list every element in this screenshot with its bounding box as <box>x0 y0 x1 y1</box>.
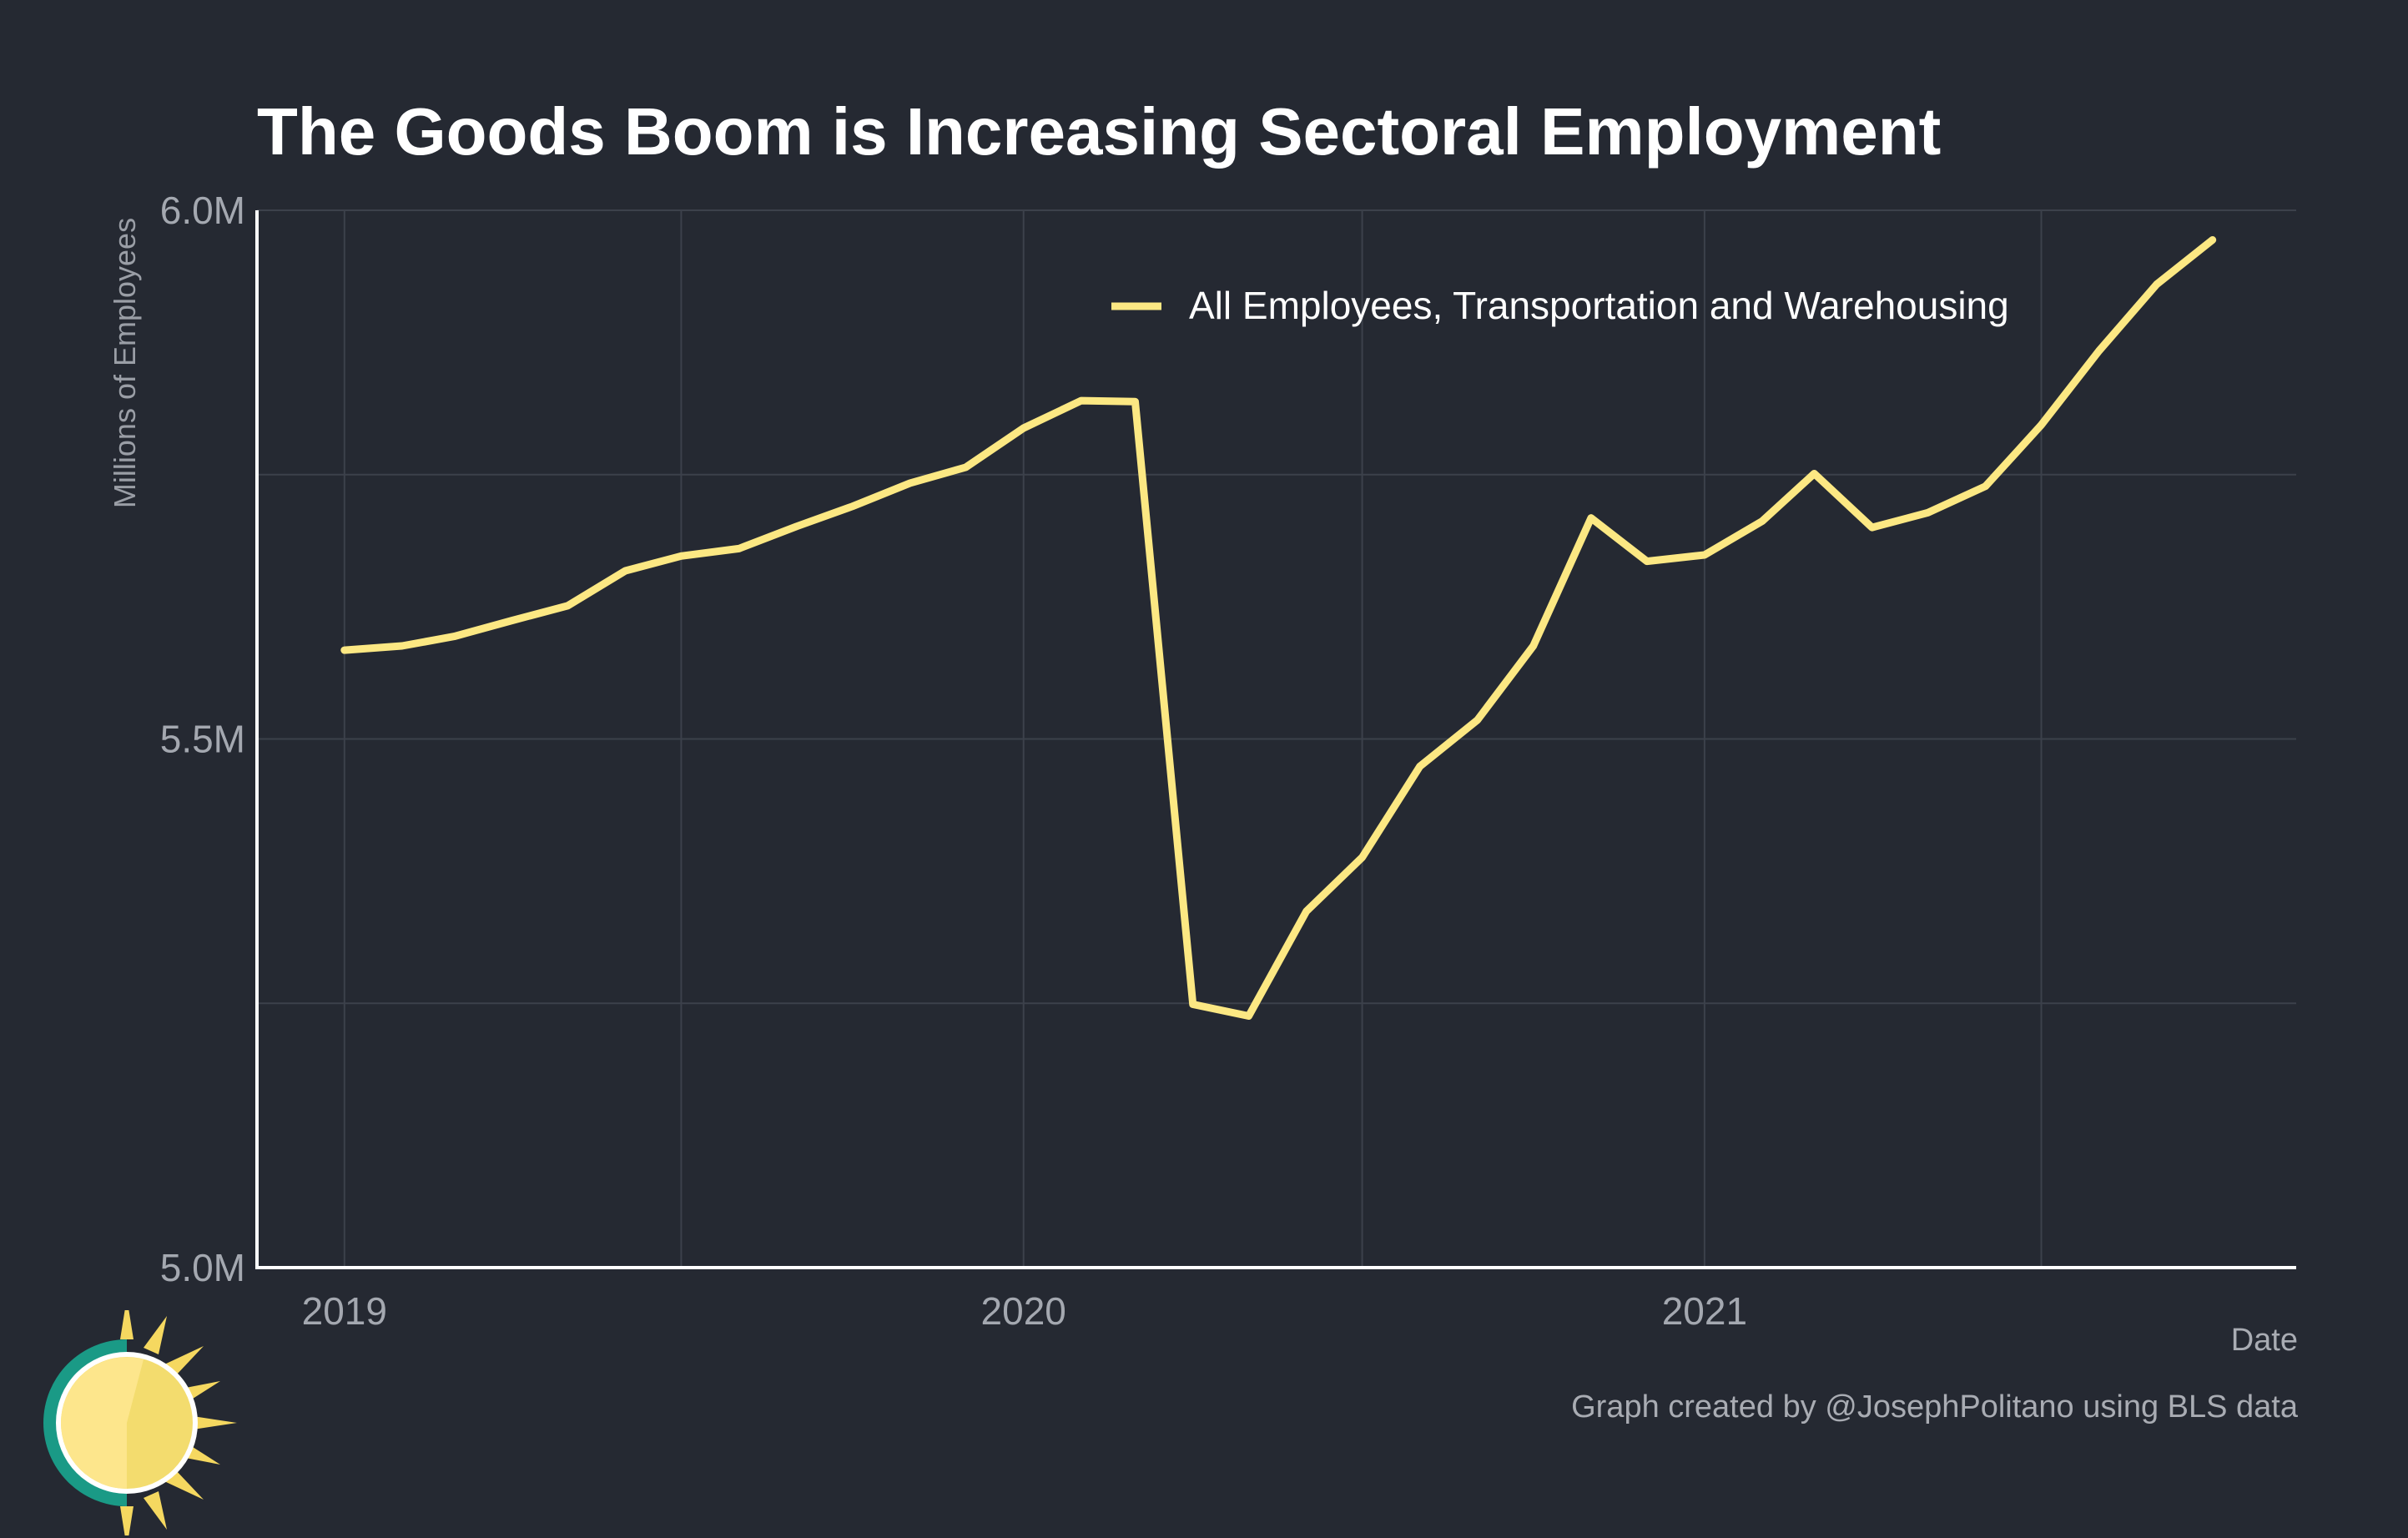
x-tick-label: 2019 <box>302 1289 387 1333</box>
series-line <box>340 236 2217 1020</box>
x-axis-label: Date <box>2230 1323 2298 1358</box>
x-tick-label: 2021 <box>1662 1289 1747 1333</box>
legend-label: All Employees, Transportation and Wareho… <box>1189 284 2009 327</box>
chart-title: The Goods Boom is Increasing Sectoral Em… <box>257 94 1942 169</box>
source-caption: Graph created by @JosephPolitano using B… <box>1571 1389 2298 1425</box>
y-tick-label: 5.5M <box>160 718 245 761</box>
y-tick-label: 6.0M <box>160 189 245 232</box>
y-tick-label: 5.0M <box>160 1246 245 1289</box>
x-tick-label: 2020 <box>981 1289 1066 1333</box>
sun-logo-icon <box>43 1310 237 1535</box>
